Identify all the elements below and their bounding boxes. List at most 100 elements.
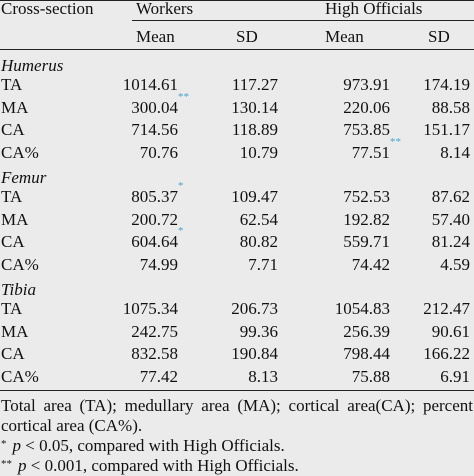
workers-sd-cell: 190.84	[231, 343, 278, 365]
officials-sd-cell: 81.24	[432, 231, 470, 253]
officials-sd-header: SD	[428, 27, 450, 46]
officials-mean-header: Mean	[325, 27, 364, 46]
row-label: TA	[1, 74, 22, 96]
section-label: Femur	[1, 168, 47, 187]
header-bottom-rule	[0, 49, 474, 50]
bottom-rule	[0, 390, 474, 391]
table-row: CA% 70.76 10.79 77.51 ** 8.14	[0, 135, 474, 164]
cell-value: 166.22	[423, 344, 470, 363]
cell-value: 81.24	[431, 232, 470, 251]
workers-mean-cell: 805.37 *	[131, 181, 183, 208]
cell-value: 57.40	[431, 209, 470, 229]
cell-value: 242.75	[131, 321, 178, 341]
cell-value: 752.53	[343, 187, 390, 206]
workers-sd-cell: 99.36	[240, 321, 278, 343]
officials-sd-cell: 151.17	[423, 119, 470, 141]
workers-sd-header: SD	[236, 27, 258, 46]
cell-value: CA%	[1, 254, 39, 274]
workers-header: Workers	[136, 0, 194, 18]
cell-value: 62.54	[239, 209, 278, 229]
row-label: MA	[1, 97, 28, 119]
cell-value: 109.47	[231, 187, 278, 206]
workers-sd-cell: 7.71	[248, 254, 278, 276]
cell-value: 1075.34	[122, 299, 178, 318]
table-row: MA 200.72 62.54 192.82 57.40	[0, 209, 474, 231]
row-label: CA%	[1, 254, 39, 276]
cell-value: 206.73	[231, 299, 278, 318]
officials-mean-cell: 973.91	[343, 74, 390, 96]
officials-mean-cell: 74.42	[352, 254, 390, 276]
workers-mean-cell: 1014.61	[123, 74, 178, 96]
abbreviation-note: Total area (TA); medullary area (MA); co…	[1, 396, 473, 435]
cell-value: 6.91	[440, 366, 470, 386]
cell-value: CA%	[1, 366, 39, 386]
workers-sd-cell: 117.27	[232, 74, 278, 96]
cell-value: 118.89	[231, 120, 278, 139]
officials-mean-cell: 220.06	[343, 97, 390, 119]
group-header-rule	[132, 20, 474, 21]
cell-value: 77.51 **	[351, 135, 401, 162]
cell-value: 973.91	[343, 75, 390, 94]
row-label: CA%	[1, 366, 39, 388]
officials-sd-cell: 8.14	[440, 142, 470, 164]
officials-sd-cell: 88.58	[432, 97, 470, 119]
cell-value: 8.13	[248, 366, 278, 386]
cell-value: TA	[1, 299, 23, 318]
workers-sd-cell: 206.73	[231, 298, 278, 320]
cell-value: 151.17	[423, 120, 470, 139]
row-label: CA%	[1, 142, 39, 164]
cell-value: 7.71	[248, 254, 278, 274]
cell-value: 8.14	[440, 142, 470, 162]
cell-value: 1054.83	[334, 299, 390, 318]
significance-mark: *	[178, 180, 184, 192]
cell-value: 117.27	[231, 75, 278, 94]
cell-value: 70.76	[139, 142, 178, 162]
cell-value: 130.14	[231, 97, 278, 117]
officials-mean-cell: 256.39	[343, 321, 390, 343]
top-rule	[0, 0, 474, 1]
officials-mean-cell: 1054.83	[335, 298, 390, 320]
officials-sd-cell: 4.59	[440, 254, 470, 276]
officials-sd-cell: 87.62	[432, 186, 470, 208]
table-row: MA 242.75 99.36 256.39 90.61	[0, 321, 474, 343]
cell-value: 714.56	[131, 120, 178, 139]
cell-value: TA	[1, 187, 23, 206]
cell-value: 88.58	[431, 97, 470, 117]
cross-section-header: Cross-section	[1, 0, 94, 18]
cell-value: 87.62	[431, 187, 470, 206]
workers-sd-cell: 8.13	[248, 366, 278, 388]
section-label: Tibia	[1, 280, 36, 299]
cell-value: 192.82	[343, 209, 390, 229]
cell-value: 174.19	[423, 75, 470, 94]
table-row: CA% 74.99 7.71 74.42 4.59	[0, 254, 474, 276]
table-row: CA 714.56 118.89 753.85 151.17	[0, 119, 474, 141]
cell-value: 74.42	[351, 254, 390, 274]
officials-mean-cell: 752.53	[343, 186, 390, 208]
cell-value: 753.85	[343, 120, 390, 139]
footnote-p: p	[12, 436, 22, 455]
cell-value: 75.88	[351, 366, 390, 386]
cell-value: MA	[1, 321, 29, 341]
cell-value: 190.84	[231, 344, 278, 363]
workers-sd-cell: 130.14	[231, 97, 278, 119]
footnote-mark: **	[1, 458, 12, 470]
cell-value: CA	[1, 344, 25, 363]
officials-mean-cell: 559.71	[343, 231, 390, 253]
row-label: CA	[1, 119, 25, 141]
workers-mean-cell: 74.99	[140, 254, 178, 276]
footnote-mark: *	[1, 438, 7, 450]
cell-value: 4.59	[440, 254, 470, 274]
cell-value: 1014.61	[122, 75, 178, 94]
footnote-significance-2: ** p < 0.001, compared with High Official…	[1, 456, 473, 476]
officials-sd-cell: 174.19	[423, 74, 470, 96]
table-notes: Total area (TA); medullary area (MA); co…	[1, 396, 473, 476]
footnote-p: p	[18, 456, 27, 475]
officials-sd-cell: 166.22	[423, 343, 470, 365]
row-label: MA	[1, 209, 28, 231]
cell-value: 559.71	[343, 232, 390, 251]
workers-mean-cell: 200.72	[131, 209, 178, 231]
row-label: CA	[1, 343, 25, 365]
cell-value: 77.42	[139, 366, 178, 386]
workers-sd-cell: 62.54	[240, 209, 278, 231]
